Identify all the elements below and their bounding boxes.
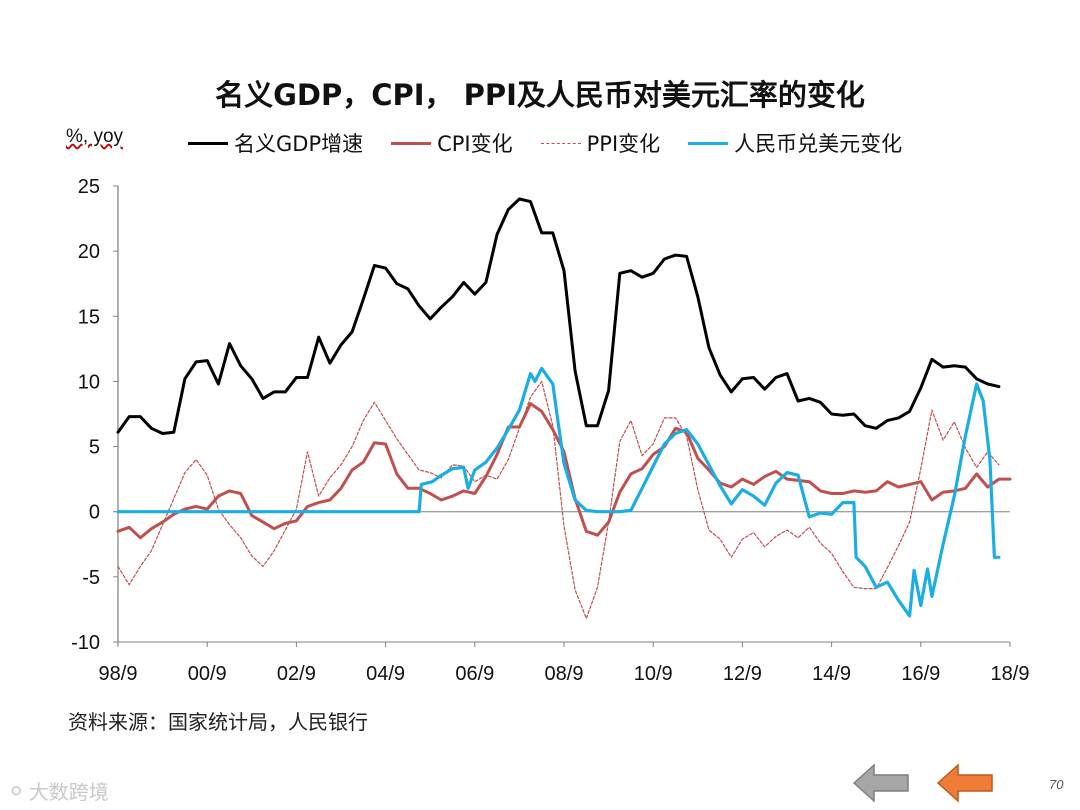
legend-label: CPI变化 — [437, 132, 513, 156]
y-tick-label: -5 — [82, 567, 100, 589]
x-tick-label: 12/9 — [723, 663, 762, 685]
y-axis-unit: %, yoy — [66, 126, 124, 147]
legend-item-rmb: 人民币兑美元变化 — [688, 128, 902, 158]
y-tick-label: 20 — [78, 241, 100, 263]
forward-arrow-button[interactable] — [936, 762, 996, 804]
legend-item-gdp: 名义GDP增速 — [188, 128, 363, 158]
back-arrow-button[interactable] — [852, 762, 912, 804]
x-tick-label: 06/9 — [455, 663, 494, 685]
source-note: 资料来源：国家统计局，人民银行 — [68, 710, 368, 734]
cpi-series-line — [116, 402, 1012, 540]
y-tick-label: 15 — [78, 306, 100, 328]
y-tick-label: 25 — [78, 176, 100, 198]
x-tick-label: 00/9 — [188, 663, 227, 685]
x-tick-label: 08/9 — [545, 663, 584, 685]
rmb-series-line — [116, 366, 1001, 618]
x-tick-label: 18/9 — [991, 663, 1030, 685]
y-tick-label: 5 — [89, 437, 100, 459]
watermark: ⚪ 大数跨境 — [8, 778, 109, 805]
y-tick-label: 10 — [78, 371, 100, 393]
x-tick-label: 04/9 — [366, 663, 405, 685]
legend: 名义GDP增速 CPI变化 PPI变化 人民币兑美元变化 — [188, 128, 930, 158]
chart-title: 名义GDP，CPI， PPI及人民币对美元汇率的变化 — [215, 78, 865, 112]
legend-item-cpi: CPI变化 — [391, 128, 513, 158]
watermark-logo-icon: ⚪ — [8, 778, 25, 803]
legend-label: 名义GDP增速 — [234, 132, 364, 156]
legend-label: PPI变化 — [586, 132, 661, 156]
gdp-series-line — [116, 197, 1001, 435]
legend-label: 人民币兑美元变化 — [734, 132, 903, 156]
y-tick-label: 0 — [89, 502, 100, 524]
ppi-series-line — [117, 380, 1000, 620]
x-tick-label: 10/9 — [634, 663, 673, 685]
x-tick-label: 16/9 — [901, 663, 940, 685]
x-tick-label: 98/9 — [99, 663, 138, 685]
legend-item-ppi: PPI变化 — [540, 128, 661, 158]
y-tick-label: -10 — [71, 632, 100, 654]
x-tick-label: 02/9 — [277, 663, 316, 685]
line-chart: 25 20 15 10 5 0 -5 -10 98/9 00/9 02/9 04/9 06/9 08/9 1… — [71, 176, 1030, 685]
x-tick-label: 14/9 — [812, 663, 851, 685]
page-number: 70 — [1049, 777, 1064, 792]
